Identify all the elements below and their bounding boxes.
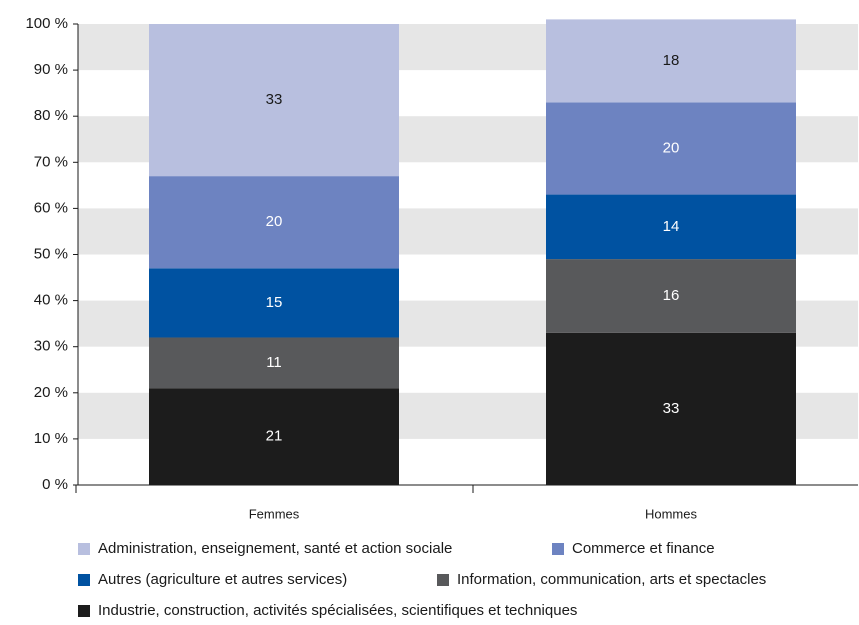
y-tick-label: 70 % [34, 153, 68, 170]
y-tick-label: 30 % [34, 338, 68, 355]
data-label: 21 [266, 428, 283, 445]
legend-swatch [552, 543, 564, 555]
legend-label: Administration, enseignement, santé et a… [98, 540, 452, 557]
legend-swatch [437, 574, 449, 586]
bar-segment [546, 19, 796, 103]
data-label: 20 [266, 213, 283, 230]
legend-label: Commerce et finance [572, 540, 715, 557]
legend-swatch [78, 605, 90, 617]
x-tick-label: Hommes [645, 506, 698, 521]
y-tick-label: 100 % [25, 15, 68, 32]
data-label: 16 [663, 287, 680, 304]
data-label: 20 [663, 139, 680, 156]
data-label: 15 [266, 294, 283, 311]
bar-segment [546, 259, 796, 333]
data-label: 33 [663, 400, 680, 417]
bar-segment [546, 102, 796, 195]
bar-segment [149, 388, 399, 485]
y-tick-label: 90 % [34, 61, 68, 78]
x-tick-label: Femmes [249, 506, 300, 521]
y-tick-label: 40 % [34, 292, 68, 309]
bar-segment [149, 337, 399, 389]
bar-segment [149, 24, 399, 177]
bar-segment [149, 176, 399, 269]
y-tick-label: 50 % [34, 245, 68, 262]
legend-label: Industrie, construction, activités spéci… [98, 602, 577, 619]
y-tick-label: 10 % [34, 430, 68, 447]
y-tick-label: 0 % [42, 476, 68, 493]
y-tick-label: 20 % [34, 384, 68, 401]
data-label: 11 [266, 354, 282, 371]
bar-segment [149, 268, 399, 338]
legend-label: Autres (agriculture et autres services) [98, 571, 347, 588]
data-label: 14 [663, 218, 680, 235]
y-tick-label: 80 % [34, 107, 68, 124]
legend-swatch [78, 543, 90, 555]
bar-segment [546, 194, 796, 260]
y-tick-label: 60 % [34, 199, 68, 216]
data-label: 18 [663, 52, 680, 69]
legend-swatch [78, 574, 90, 586]
legend-label: Information, communication, arts et spec… [457, 571, 766, 588]
data-label: 33 [266, 91, 283, 108]
bar-segment [546, 332, 796, 485]
